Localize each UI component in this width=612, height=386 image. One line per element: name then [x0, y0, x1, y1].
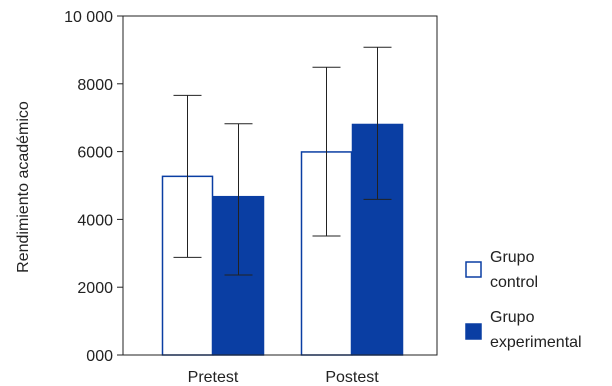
bars: [161, 123, 404, 356]
legend-swatch: [465, 261, 482, 278]
y-tick-label: 8000: [77, 77, 113, 94]
legend-label: experimental: [490, 334, 582, 351]
legend-swatch: [465, 323, 482, 340]
y-axis-ticks: 000 2000 4000 6000 8000 10 000: [64, 9, 123, 365]
plot-frame: [122, 15, 438, 356]
y-tick-label: 6000: [77, 145, 113, 162]
legend-label: Grupo: [490, 249, 535, 266]
y-tick-label: 000: [86, 348, 113, 365]
error-bars: [173, 46, 392, 276]
y-tick-label: 4000: [77, 212, 113, 229]
y-tick-label: 2000: [77, 280, 113, 297]
legend-label: Grupo: [490, 309, 535, 326]
legend-label: control: [490, 274, 538, 291]
y-tick-label: 10 000: [64, 9, 113, 26]
x-tick-label: Postest: [325, 369, 379, 386]
y-axis-title: Rendimiento académico: [15, 101, 32, 273]
x-axis-labels: Pretest Postest: [188, 369, 380, 386]
legend: Grupo control Grupo experimental: [465, 249, 582, 351]
x-tick-label: Pretest: [188, 369, 239, 386]
